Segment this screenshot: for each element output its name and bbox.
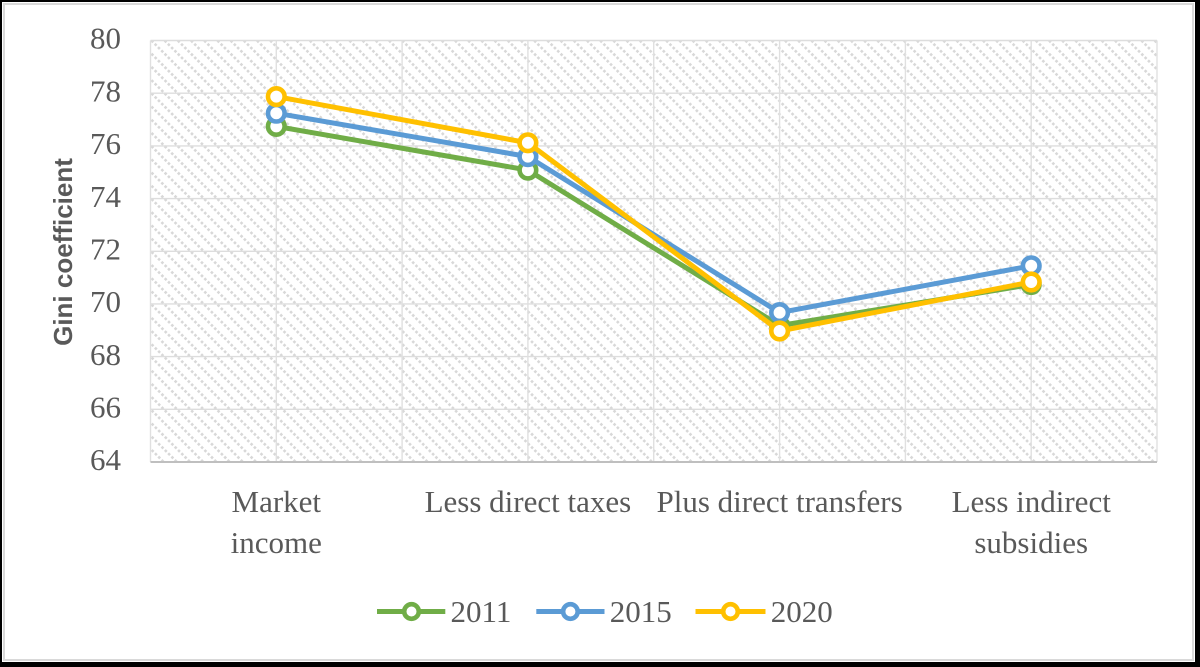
- svg-text:Plus direct transfers: Plus direct transfers: [656, 484, 902, 519]
- svg-text:80: 80: [90, 21, 121, 56]
- svg-text:income: income: [231, 525, 322, 560]
- svg-text:72: 72: [90, 232, 121, 267]
- svg-text:2015: 2015: [610, 594, 672, 629]
- svg-text:78: 78: [90, 73, 121, 108]
- svg-text:68: 68: [90, 337, 121, 372]
- svg-text:76: 76: [90, 126, 121, 161]
- svg-text:2011: 2011: [451, 594, 512, 629]
- svg-text:subsidies: subsidies: [974, 525, 1088, 560]
- svg-text:Market: Market: [232, 484, 322, 519]
- svg-text:Less direct taxes: Less direct taxes: [425, 484, 632, 519]
- svg-text:74: 74: [90, 179, 122, 214]
- svg-text:Gini coefficient: Gini coefficient: [48, 158, 78, 346]
- svg-text:70: 70: [90, 284, 121, 319]
- svg-text:66: 66: [90, 390, 121, 425]
- svg-text:Less indirect: Less indirect: [952, 484, 1112, 519]
- svg-text:2020: 2020: [771, 594, 833, 629]
- svg-text:64: 64: [90, 442, 122, 477]
